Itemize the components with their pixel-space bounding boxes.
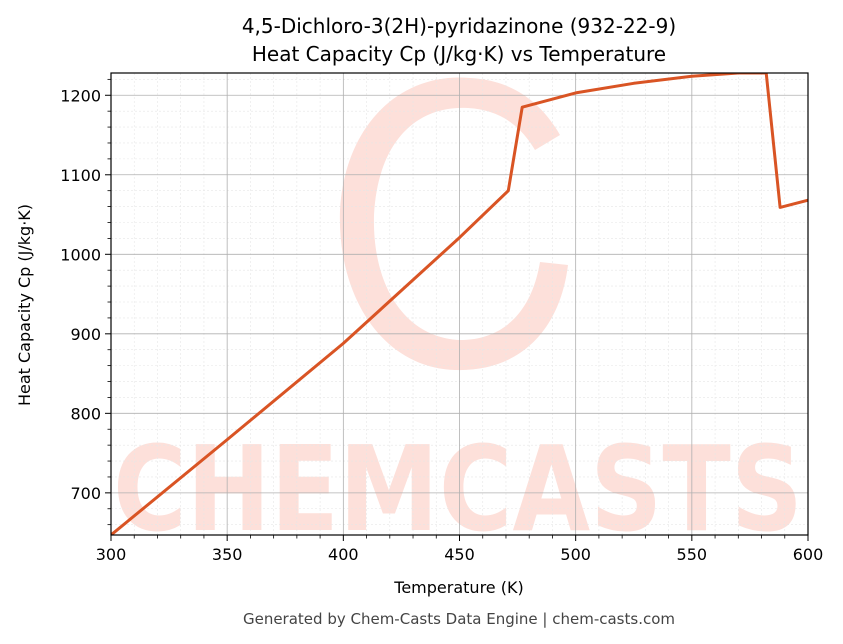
watermark-text: CHEMCASTS: [113, 420, 803, 558]
x-tick-label: 550: [677, 545, 708, 564]
x-tick-label: 300: [96, 545, 127, 564]
y-tick-label: 1000: [60, 245, 101, 264]
y-tick-label: 800: [70, 404, 101, 423]
footer-credit: Generated by Chem-Casts Data Engine | ch…: [243, 610, 675, 628]
y-tick-label: 700: [70, 484, 101, 503]
y-tick-label: 1200: [60, 86, 101, 105]
series-layer: [111, 73, 808, 535]
y-tick-label: 900: [70, 325, 101, 344]
series-line-0: [111, 73, 808, 535]
x-tick-label: 500: [560, 545, 591, 564]
y-axis-label: Heat Capacity Cp (J/kg·K): [15, 204, 34, 406]
x-tick-label: 600: [793, 545, 824, 564]
y-tick-label: 1100: [60, 166, 101, 185]
x-axis-ticks: 300 350 400 450 500 550 600: [96, 535, 824, 564]
x-tick-label: 350: [212, 545, 243, 564]
x-tick-label: 450: [444, 545, 475, 564]
chart-title-line2: Heat Capacity Cp (J/kg·K) vs Temperature: [252, 42, 666, 66]
x-axis-label: Temperature (K): [393, 578, 523, 597]
y-axis-ticks: 700 800 900 1000 1100 1200: [60, 78, 111, 526]
chart-title-line1: 4,5-Dichloro-3(2H)-pyridazinone (932-22-…: [242, 14, 676, 38]
x-tick-label: 400: [328, 545, 359, 564]
